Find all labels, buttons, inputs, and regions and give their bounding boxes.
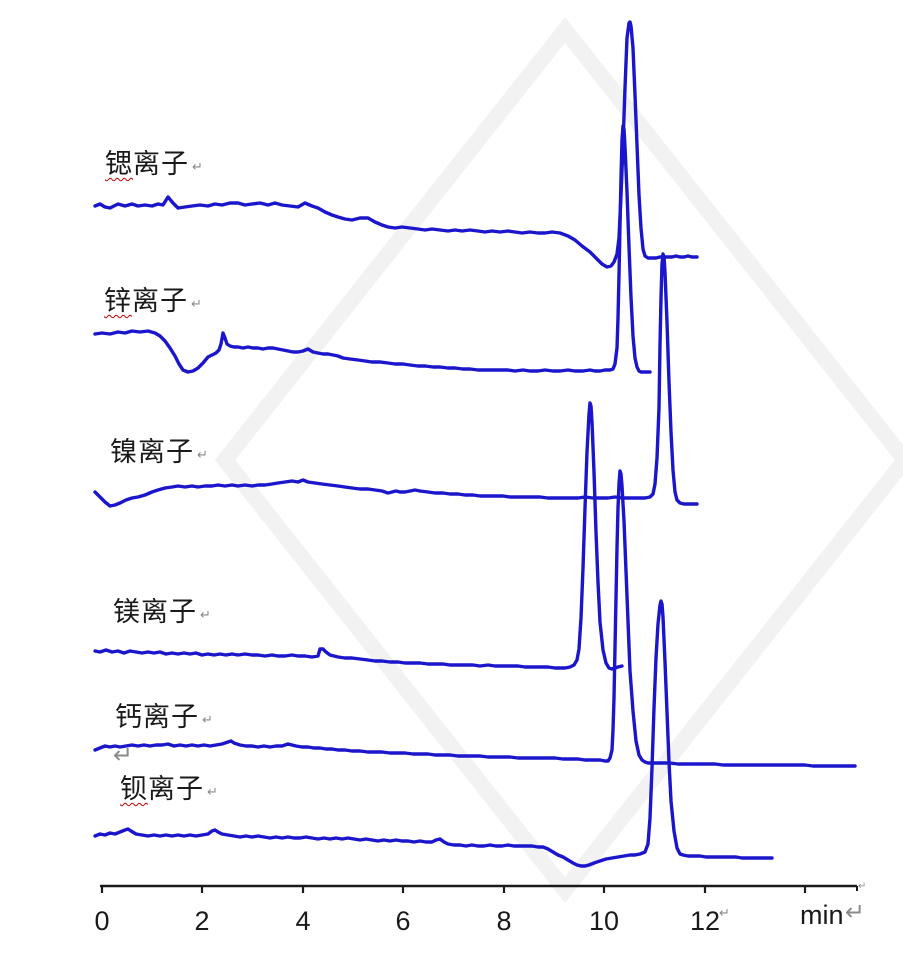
x-tick-label: 10 — [589, 906, 619, 936]
ion-label-3: 镁离子 ↵ — [113, 597, 212, 628]
trace-2 — [93, 252, 699, 508]
trace-5 — [93, 599, 774, 868]
trace-1 — [93, 124, 652, 374]
x-axis-unit-label: min — [800, 900, 844, 931]
line-break-mark-icon: ↵ — [200, 608, 212, 623]
label-first-char: 镍 — [110, 437, 138, 467]
label-rest: 离子 — [132, 286, 188, 316]
label-rest: 离子 — [133, 149, 189, 179]
ion-label-2: 镍离子 ↵ — [110, 437, 209, 468]
line-break-mark-icon: ↵ — [719, 906, 730, 921]
x-tick-label: 12 — [690, 906, 720, 936]
line-break-mark-icon: ↵ — [192, 160, 204, 175]
trace-3 — [93, 401, 624, 671]
x-tick-label: 4 — [295, 906, 310, 936]
line-break-mark-icon: ↵ — [191, 297, 203, 312]
label-rest: 离子 — [138, 437, 194, 467]
spellcheck-squiggle: 锌 — [104, 286, 132, 316]
x-tick-label: 2 — [194, 906, 209, 936]
watermark — [214, 17, 903, 903]
label-rest: 离子 — [143, 702, 199, 732]
line-break-mark-icon: ↵ — [207, 785, 219, 800]
trace-4 — [93, 469, 857, 768]
label-first-char: 钙 — [115, 702, 143, 732]
ion-label-4: 钙离子 ↵ — [115, 702, 214, 733]
ion-label-1: 锌离子 ↵ — [104, 286, 203, 317]
x-tick-label: 0 — [94, 906, 109, 936]
x-axis-unit-text: min — [800, 900, 844, 930]
spellcheck-squiggle: 钡 — [120, 774, 148, 804]
line-break-mark-icon: ↵ — [197, 448, 209, 463]
line-break-mark-icon: ↵ — [845, 898, 866, 926]
spellcheck-squiggle: 锶 — [105, 149, 133, 179]
ion-label-0: 锶离子 ↵ — [105, 149, 204, 180]
line-break-mark-icon: ↵ — [113, 741, 134, 769]
line-break-mark-icon: ↵ — [858, 881, 867, 892]
trace-0 — [93, 20, 699, 269]
line-break-mark-icon: ↵ — [202, 713, 214, 728]
x-tick-label: 8 — [496, 906, 511, 936]
label-rest: 离子 — [148, 774, 204, 804]
x-tick-label: 6 — [395, 906, 410, 936]
label-first-char: 镁 — [113, 597, 141, 627]
label-rest: 离子 — [141, 597, 197, 627]
ion-label-5: 钡离子 ↵ — [120, 774, 219, 805]
